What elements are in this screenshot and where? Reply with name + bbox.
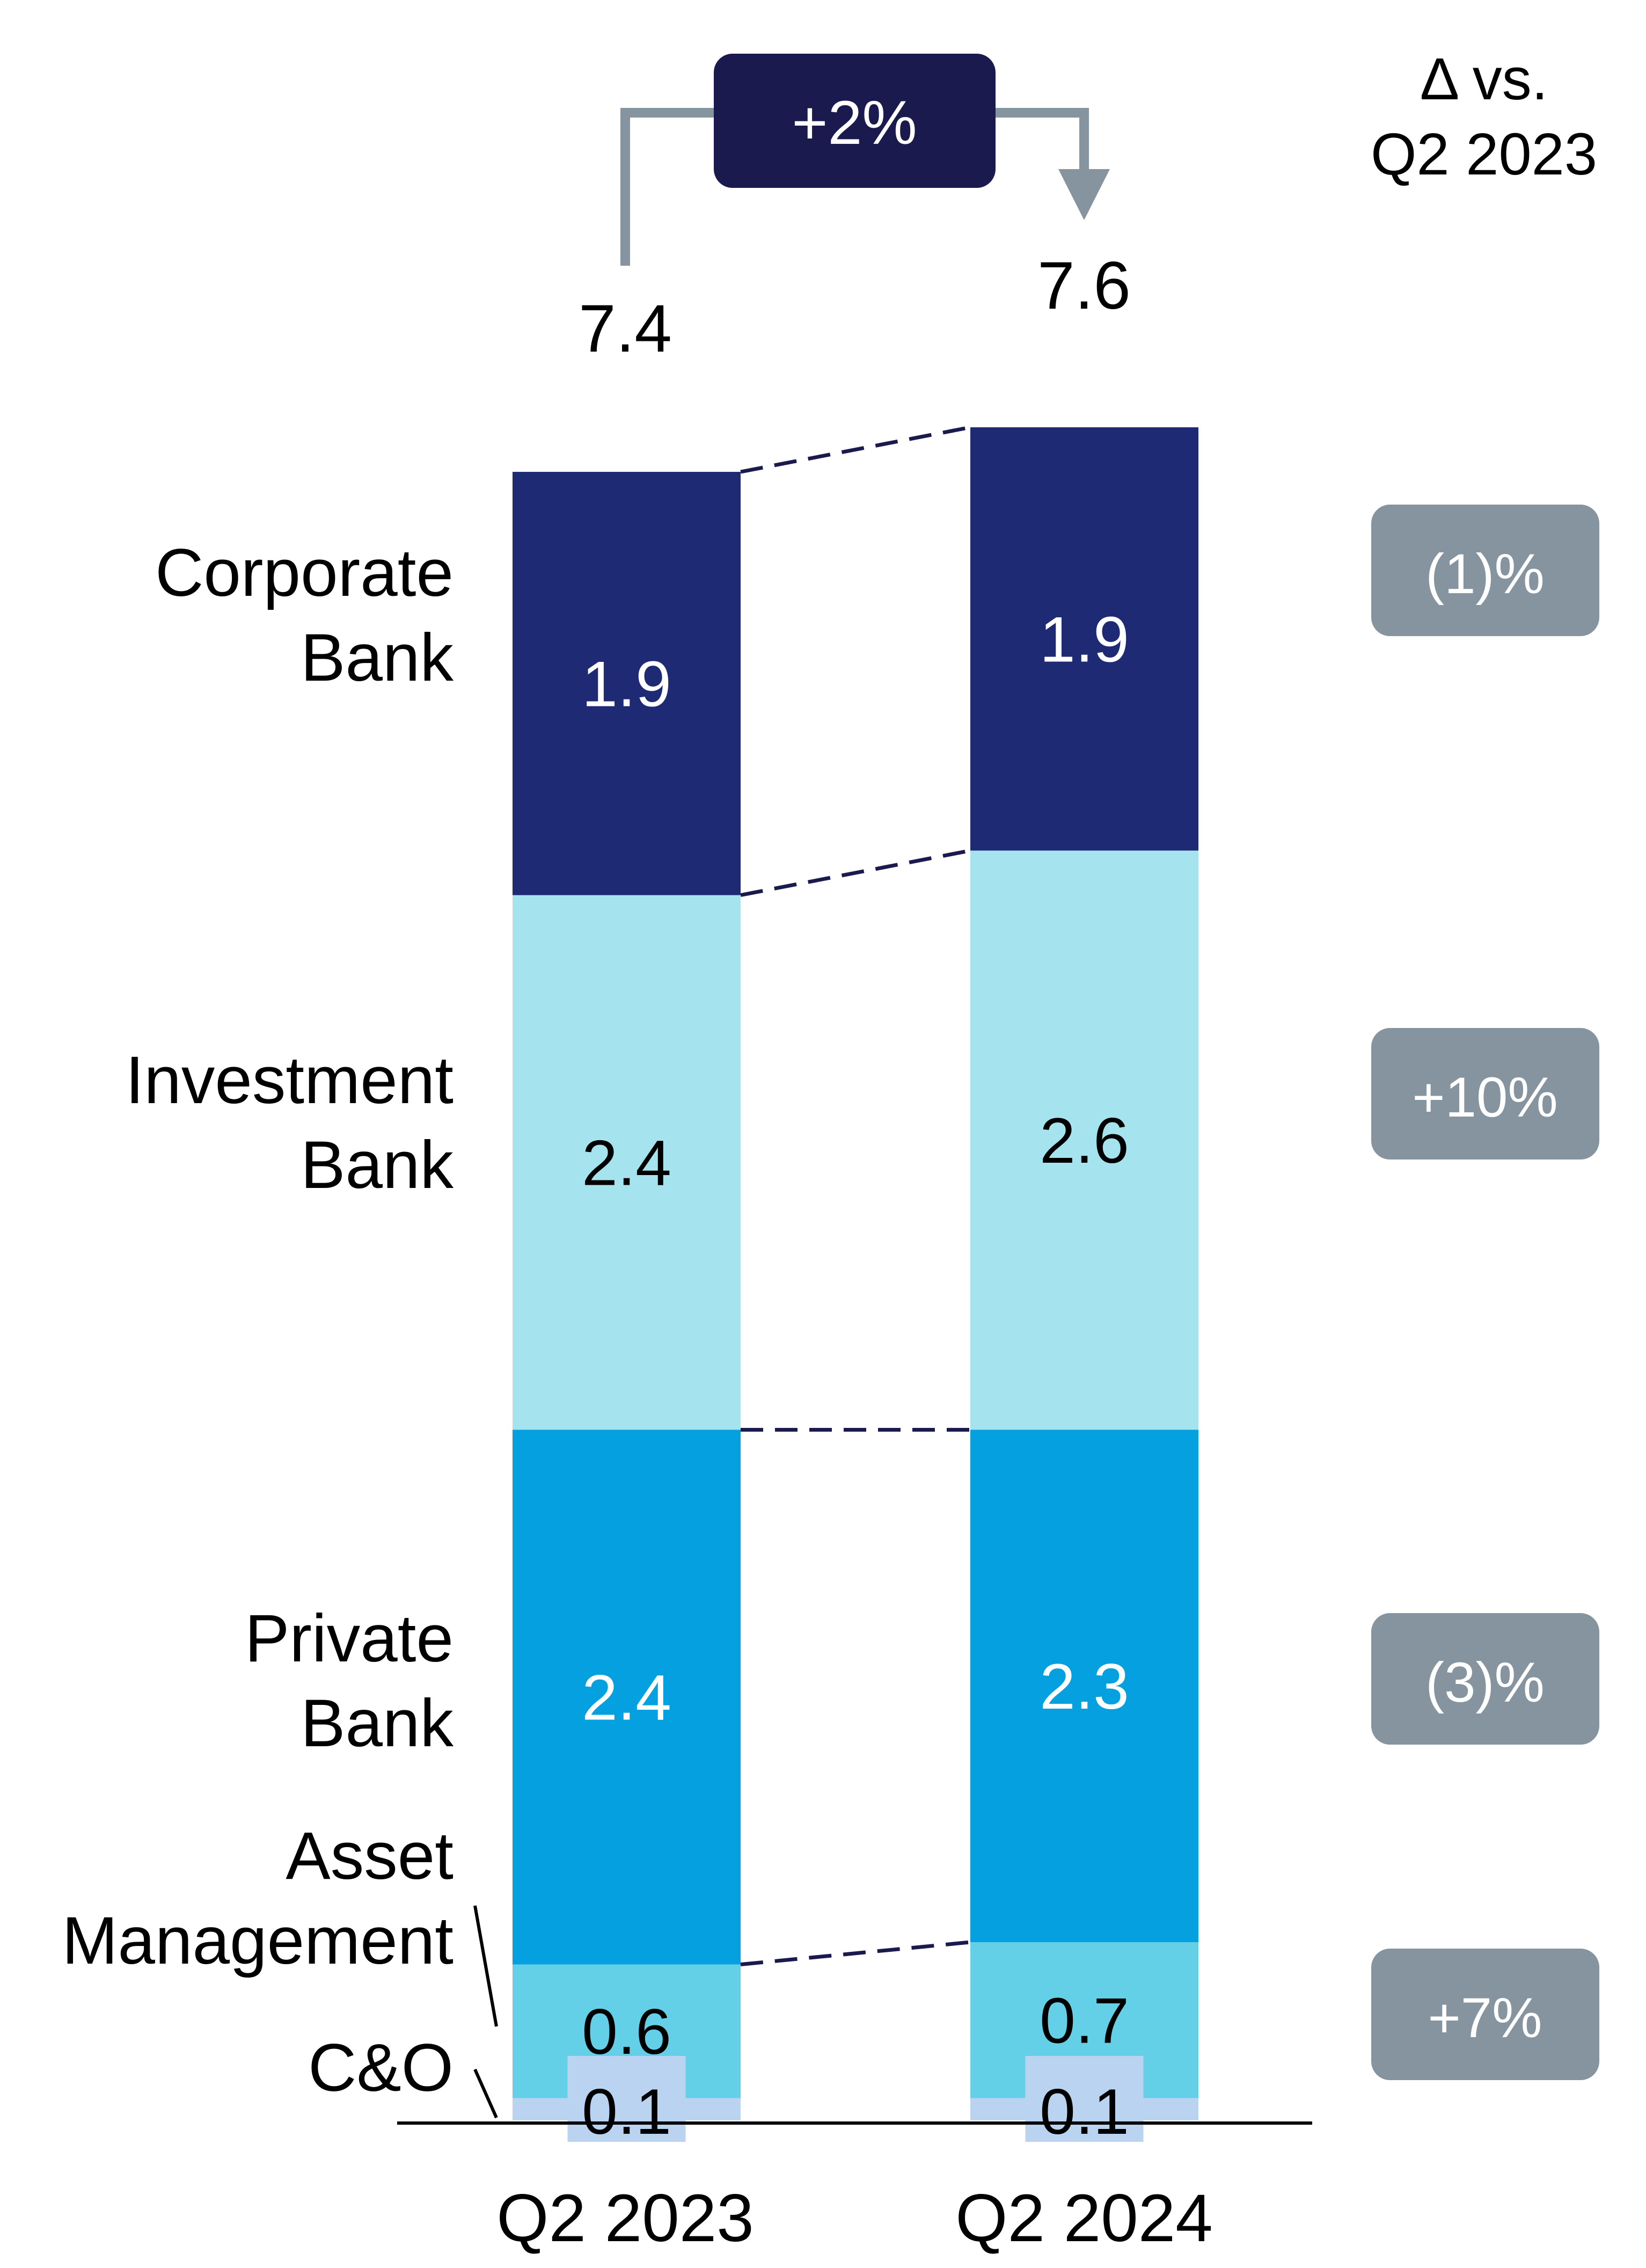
segment-label-asset-management: Asset Management [62, 1819, 453, 1978]
value-label-private-bank-q2-2023: 2.4 [582, 1662, 671, 1734]
segment-label-corporate-bank: Corporate Bank [155, 536, 453, 695]
x-tick-q2-2023: Q2 2023 [496, 2181, 754, 2256]
delta-value-corporate-bank: (1)% [1425, 543, 1545, 606]
label-line: Bank [301, 621, 453, 695]
value-label-c-and-o-q2-2024: 0.1 [1040, 2076, 1129, 2148]
label-line: Asset [286, 1819, 453, 1893]
connector-asset-management [740, 1940, 971, 1966]
label-line: Private [245, 1601, 453, 1676]
delta-badge-asset-management: +7% [1371, 1949, 1599, 2080]
x-tick-q2-2024: Q2 2024 [955, 2181, 1213, 2256]
bar-segment-investment-bank-q2-2023 [513, 895, 741, 1430]
value-label-c-and-o-q2-2023: 0.1 [582, 2076, 671, 2148]
delta-value-asset-management: +7% [1428, 1987, 1542, 2050]
connectors-layer [740, 425, 971, 1966]
value-label-box-c-and-o-q2-2023 [567, 2056, 686, 2142]
segment-label-private-bank: Private Bank [245, 1601, 454, 1761]
bar-segment-investment-bank-q2-2024 [970, 850, 1198, 1430]
delta-badge-bg [1371, 505, 1599, 636]
leader-line-c-and-o [473, 2068, 498, 2119]
value-label-investment-bank-q2-2023: 2.4 [582, 1127, 671, 1199]
segment-values-layer: 0.1 0.6 2.4 2.4 1.9 0.1 0.7 2.3 2.6 1.9 [567, 603, 1144, 2148]
label-line: Bank [301, 1686, 453, 1761]
segment-label-c-and-o: C&O [308, 2031, 453, 2105]
value-label-asset-management-q2-2023: 0.6 [582, 1996, 671, 2068]
delta-badge-bg [1371, 1949, 1599, 2080]
label-line: Bank [301, 1128, 453, 1202]
bar-segment-corporate-bank-q2-2024 [970, 427, 1198, 851]
delta-badge-corporate-bank: (1)% [1371, 505, 1599, 636]
bar-segment-private-bank-q2-2024 [970, 1430, 1198, 1942]
value-label-private-bank-q2-2024: 2.3 [1040, 1651, 1129, 1723]
delta-badge-bg [1371, 1028, 1599, 1159]
total-label-q2-2023: 7.4 [579, 291, 672, 366]
delta-badge-bg [1371, 1613, 1599, 1745]
delta-value-private-bank: (3)% [1425, 1651, 1545, 1714]
delta-header-line2: Q2 2023 [1371, 121, 1597, 187]
delta-value-investment-bank: +10% [1412, 1066, 1557, 1129]
value-label-corporate-bank-q2-2023: 1.9 [582, 648, 671, 720]
segment-label-investment-bank: Investment Bank [126, 1043, 454, 1202]
value-label-box-c-and-o-q2-2024 [1025, 2056, 1144, 2142]
total-change-arrowhead [1058, 169, 1110, 220]
value-label-corporate-bank-q2-2024: 1.9 [1040, 603, 1129, 675]
delta-header-line1: Δ vs. [1420, 46, 1548, 112]
label-line: Corporate [155, 536, 453, 610]
leader-line-asset-management [473, 1905, 498, 2027]
delta-badge-investment-bank: +10% [1371, 1028, 1599, 1159]
total-change-value: +2% [792, 89, 917, 157]
value-label-asset-management-q2-2024: 0.7 [1040, 1985, 1129, 2056]
delta-badge-private-bank: (3)% [1371, 1613, 1599, 1745]
bar-segment-private-bank-q2-2023 [513, 1430, 741, 1965]
value-label-investment-bank-q2-2024: 2.6 [1040, 1105, 1129, 1177]
connector-corporate-bank [740, 425, 971, 474]
label-line: Management [62, 1904, 453, 1978]
bar-segment-corporate-bank-q2-2023 [513, 472, 741, 895]
total-label-q2-2024: 7.6 [1037, 249, 1131, 323]
connector-investment-bank [740, 849, 971, 897]
label-line: Investment [126, 1043, 453, 1118]
bars-layer [513, 427, 1198, 2120]
total-change-badge [714, 54, 996, 188]
